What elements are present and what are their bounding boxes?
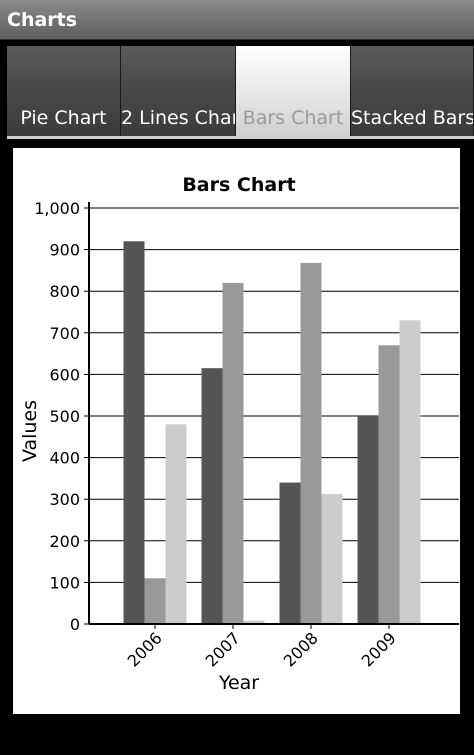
tab-label: 2 Lines Chart [121,107,236,129]
tab-pie-chart[interactable]: Pie Chart [7,46,121,137]
y-tick-label: 600 [49,365,80,384]
x-tick-label: 2006 [124,628,166,670]
tab-label: Pie Chart [20,107,107,129]
tab-stacked-bars[interactable]: Stacked Bars [351,46,474,137]
bar [378,345,400,624]
bar [222,282,244,624]
y-tick-label: 500 [49,407,80,426]
x-axis-label: Year [218,672,259,694]
y-tick-label: 700 [49,324,80,343]
bar [321,494,343,624]
tab-label: Stacked Bars [351,107,474,129]
bar [144,578,166,624]
tab-bars-chart[interactable]: Bars Chart [236,46,351,137]
bar [300,262,322,624]
chart-panel: Bars Chart Values Year 0 100 200 300 400 500 6… [13,148,460,714]
bar [123,241,145,624]
tab-underline [7,136,474,139]
y-tick-label: 200 [49,532,80,551]
bar [201,368,223,624]
y-tick-label: 0 [70,615,80,634]
axes [84,202,459,629]
y-tick-label: 400 [49,449,80,468]
app-title: Charts [7,9,78,31]
x-tick-label: 2007 [202,628,244,670]
tab-label: Bars Chart [242,107,344,129]
title-bar: Charts [0,0,474,40]
bars-chart: Bars Chart Values Year 0 100 200 300 400 500 6… [19,174,459,694]
y-tick-label: 1,000 [34,199,80,218]
bar [357,416,379,624]
y-tick-label: 300 [49,490,80,509]
y-tick-label: 100 [49,573,80,592]
y-tick-label: 900 [49,241,80,260]
bar [243,620,265,624]
bars-group [123,241,421,624]
tab-2-lines-chart[interactable]: 2 Lines Chart [121,46,236,137]
bar [279,482,301,624]
x-tick-labels: 2006 2007 2008 2009 [124,628,400,670]
bar [399,320,421,624]
y-tick-label: 800 [49,282,80,301]
tab-bar: Pie Chart 2 Lines Chart Bars Chart Stack… [0,40,474,140]
chart-title: Bars Chart [182,174,295,196]
bar [165,424,187,624]
y-axis-label: Values [19,400,41,462]
x-tick-label: 2009 [358,628,400,670]
x-tick-label: 2008 [280,628,322,670]
y-tick-labels: 0 100 200 300 400 500 600 700 800 900 1,000 [34,199,80,634]
